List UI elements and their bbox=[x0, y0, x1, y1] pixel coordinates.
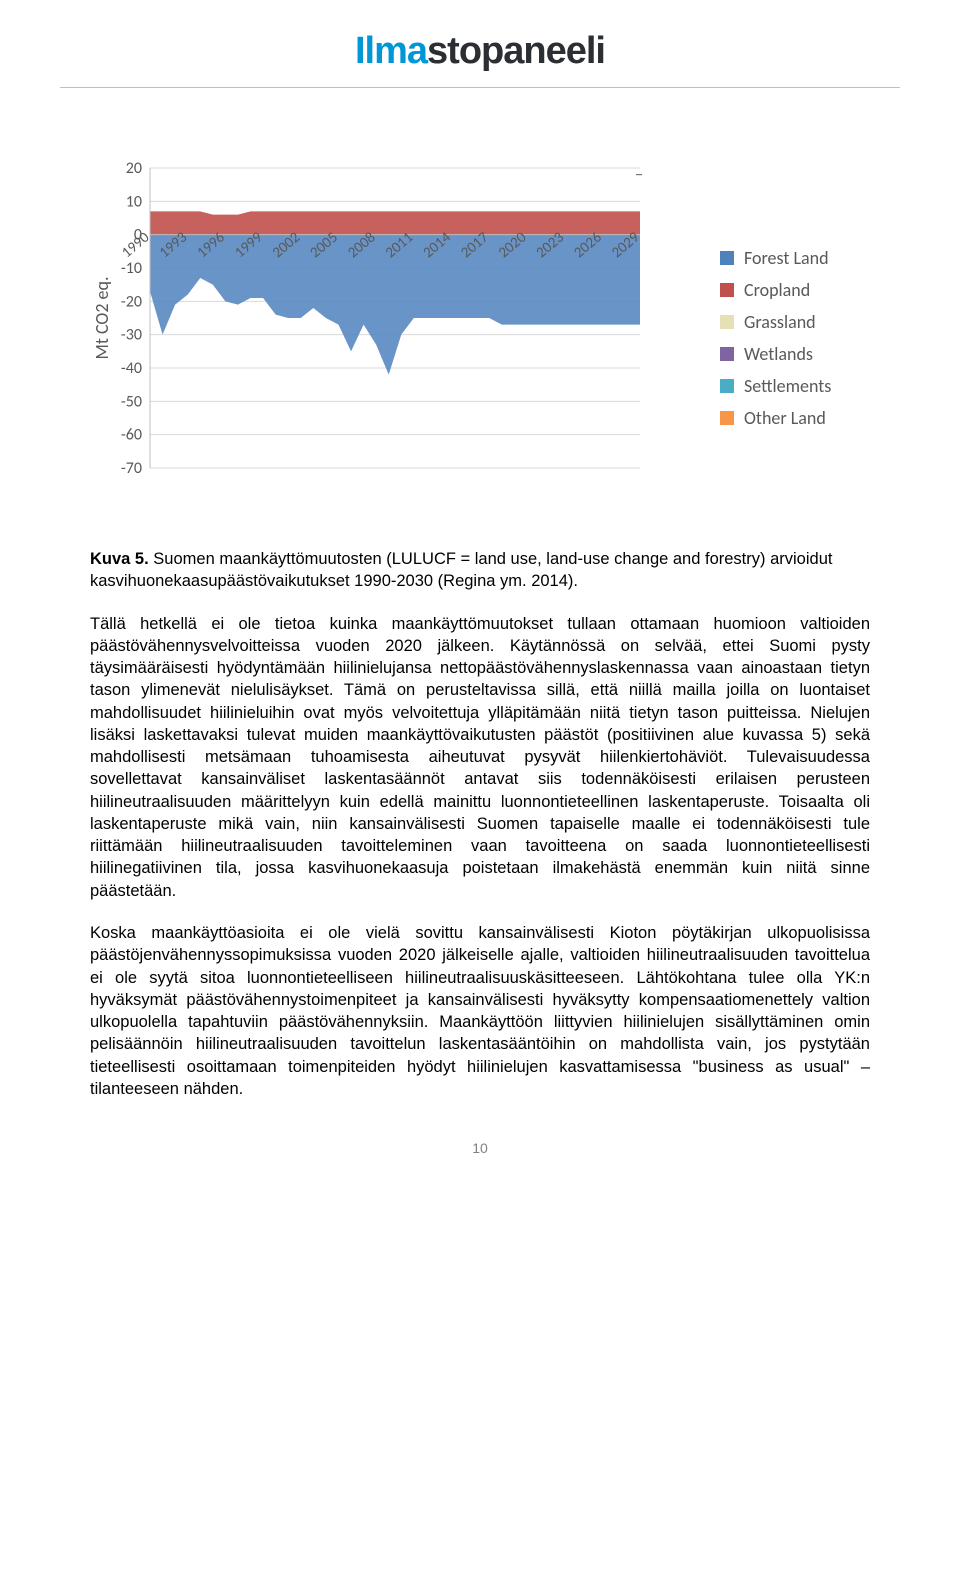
svg-text:-50: -50 bbox=[121, 392, 142, 411]
svg-text:-30: -30 bbox=[121, 326, 142, 345]
legend-label: Forest Land bbox=[744, 247, 829, 269]
figure-caption: Kuva 5. Suomen maankäyttömuutosten (LULU… bbox=[90, 548, 870, 593]
legend-swatch bbox=[720, 379, 734, 393]
paragraph-2: Koska maankäyttöasioita ei ole vielä sov… bbox=[90, 922, 870, 1100]
legend-label: Settlements bbox=[744, 375, 831, 397]
caption-label: Kuva 5. bbox=[90, 550, 149, 568]
lulucf-chart: 20100-10-20-30-40-50-60-7019901993199619… bbox=[90, 158, 870, 518]
caption-text: Suomen maankäyttömuutosten (LULUCF = lan… bbox=[90, 550, 832, 590]
paragraph-1: Tällä hetkellä ei ole tietoa kuinka maan… bbox=[90, 613, 870, 902]
svg-text:1990: 1990 bbox=[118, 228, 153, 262]
legend-label: Wetlands bbox=[744, 343, 813, 365]
svg-text:-60: -60 bbox=[121, 426, 142, 445]
svg-text:20: 20 bbox=[126, 159, 142, 178]
legend-label: Cropland bbox=[744, 279, 810, 301]
page-header: Ilmastopaneeli bbox=[0, 0, 960, 83]
legend-item: Forest Land bbox=[720, 247, 870, 269]
legend-swatch bbox=[720, 411, 734, 425]
legend-swatch bbox=[720, 283, 734, 297]
logo-part1: Ilma bbox=[355, 30, 427, 72]
legend-item: Settlements bbox=[720, 375, 870, 397]
logo-part2: stopaneeli bbox=[427, 30, 605, 72]
svg-text:-10: -10 bbox=[121, 259, 142, 278]
page-number: 10 bbox=[0, 1140, 960, 1186]
svg-text:-70: -70 bbox=[121, 459, 142, 478]
header-divider bbox=[60, 87, 900, 88]
legend-label: Grassland bbox=[744, 311, 816, 333]
legend-item: Cropland bbox=[720, 279, 870, 301]
legend-item: Grassland bbox=[720, 311, 870, 333]
logo: Ilmastopaneeli bbox=[60, 30, 900, 73]
chart-plot: 20100-10-20-30-40-50-60-7019901993199619… bbox=[90, 158, 690, 518]
legend-swatch bbox=[720, 315, 734, 329]
legend-item: Wetlands bbox=[720, 343, 870, 365]
legend-item: Other Land bbox=[720, 407, 870, 429]
chart-legend: Forest Land Cropland Grassland Wetlands Sett… bbox=[690, 237, 870, 439]
legend-swatch bbox=[720, 251, 734, 265]
legend-label: Other Land bbox=[744, 407, 826, 429]
legend-swatch bbox=[720, 347, 734, 361]
svg-text:10: 10 bbox=[126, 192, 142, 211]
svg-text:-20: -20 bbox=[121, 292, 142, 311]
svg-text:Mt CO2 eq.: Mt CO2 eq. bbox=[91, 277, 113, 360]
svg-text:-40: -40 bbox=[121, 359, 142, 378]
